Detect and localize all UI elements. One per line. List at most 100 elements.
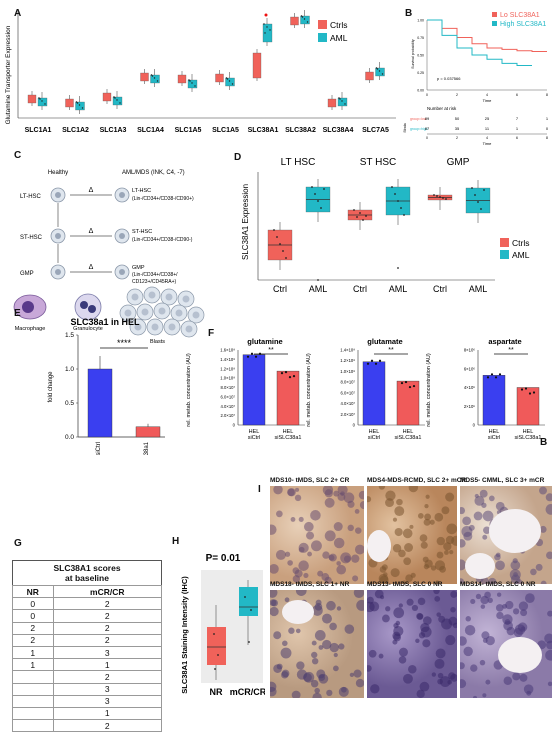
panel-a-gene-label: SLC1A4 [137,127,164,134]
panel-d-box-aml [465,180,491,223]
panel-d-ylabel: SLC38A1 Expression [241,184,250,260]
panel-c-blast-nucleus [192,311,200,319]
panel-i-cell-texture [367,590,457,698]
panel-e-category: siCtrl [96,442,102,455]
panel-g-header-cr: mCR/CR [52,584,163,599]
panel-e-ytick: 0.5 [65,400,74,407]
panel-e-title: SLC38a1 in HEL [70,317,140,327]
panel-b-xtick: 4 [486,93,488,97]
panel-b-yticks: 1.00 0.75 0.50 0.25 0.00 [417,19,424,93]
panel-g-row: 1 [12,706,163,721]
panel-c-blast-nucleus [141,308,149,316]
panel-f-dot [408,385,412,389]
panel-h-bg [201,570,263,683]
panel-i-caption: MDS14- tMDS, SLC 0 NR [460,581,536,588]
panel-f-title: glutamine [247,337,282,346]
panel-i-cell-texture [270,486,364,584]
panel-f-cat: siCtrl [248,435,261,441]
panel-f-cat: siSLC38a1 [275,435,302,441]
panel-a-gene-label: SLC38A2 [285,127,316,134]
panel-f-charts: glutamine rel. metab. concentration (AU) 1… [186,337,545,441]
panel-f-cat: HEL [523,429,534,435]
panel-b-lo-curve [427,19,547,52]
panel-b-risk-table: 89 50 25 7 187 35 11 1 00 2 4 6 8 [425,116,549,140]
panel-b-risk-value: 11 [485,126,490,131]
panel-b-risk-xtick: 4 [486,136,488,140]
panel-a-legend-ctrl-swatch [318,20,327,29]
panel-d-boxes [267,179,491,281]
panel-i-caption: MDS4-MDS-RCMD, SLC 2+ mCR [367,477,467,484]
panel-b-risk-value: 35 [455,126,460,131]
panel-c-blast-nucleus [158,307,166,315]
panel-b-ytick: 0.00 [417,89,424,93]
panel-i-ihc-image [270,486,364,584]
panel-a-box-aml [337,92,348,110]
panel-f-dot [532,391,536,394]
panel-a-box-aml [75,96,85,114]
panel-a-chart: Glutamine Transporter Expression SLC1A1 S… [5,10,396,134]
panel-f-dot [284,370,288,374]
panel-h-box-nr [207,605,226,680]
panel-i-cell-texture [367,486,457,584]
panel-f-stars: ** [388,347,394,354]
panel-f-cat: siSLC38a1 [515,435,542,441]
panel-g-cell: 3 [52,694,163,708]
panel-e-bar [87,368,113,438]
panel-e-bars: siCtrl siSLC38a1 [87,356,161,455]
panel-b-legend-lo: Lo SLC38A1 [500,12,540,19]
panel-c-lower: Macrophage Granulocyte Blasts [13,286,205,345]
panel-f-ytick: 2.0×10⁷ [341,412,356,417]
panel-f-cat: siSLC38a1 [395,435,422,441]
panel-i-cell-texture [270,590,364,698]
panel-c-gmp-r2: (Lin-/CD34+/CD38+/ [132,272,178,278]
panel-c-st-hsc-r: ST-HSC [132,229,152,235]
panel-f-ytick: 4.0×10⁷ [221,404,236,409]
panel-label-d: D [234,152,242,163]
panel-g-title-line1: SLC38A1 scores [53,563,121,573]
panel-b-xtick: 2 [456,93,458,97]
panel-f-cat: HEL [489,429,500,435]
panel-g-cell [12,694,54,708]
panel-c-aml-lt-cell [114,187,130,203]
panel-c-delta-1: Δ [89,187,94,194]
panel-f-dot [370,359,374,362]
panel-b-risk-value: 87 [425,126,430,131]
panel-i-caption: MDS10- tMDS, SLC 2+ CR [270,477,350,484]
panel-f-dot [494,376,498,379]
panel-d-xlabel: Ctrl [353,284,367,294]
panel-b-legend-high-swatch [492,21,497,26]
panel-c-blast-nucleus [124,309,132,317]
panel-h-pvalue: P= 0.01 [206,553,241,564]
panel-g-row: 3 [12,694,163,708]
panel-f-ytick: 8.0×10⁷ [221,385,236,390]
panel-f-ytick: 6×10⁶ [464,366,475,371]
panel-g-cell [12,670,54,684]
panel-f-ytick: 0 [353,423,356,428]
panel-c-blast-nucleus [185,325,193,333]
panel-d-xlabel: Ctrl [433,284,447,294]
panel-a-box-ctrl [27,91,37,106]
panel-f-bar [516,387,540,426]
panel-a-gene-label: SLC38A1 [248,127,279,134]
panel-b-xlabel: Time [483,98,493,103]
panel-g-cell: 2 [12,633,54,647]
panel-a-box-ctrl [177,71,187,86]
panel-g-cell: 0 [12,597,54,611]
panel-b-risk-xlabel: Time [483,141,493,146]
panel-f-stars: ** [508,347,514,354]
panel-a-box-ctrl [290,13,299,28]
panel-i-ihc-image [367,486,457,584]
panel-label-b-2: B [540,437,548,448]
panel-d-outlier [397,267,399,269]
panel-f-ytick: 8×10⁶ [464,348,475,353]
panel-f-dot [528,392,532,395]
panel-b-risk-ylabel: Strata [403,123,407,132]
panel-c-blast-nucleus [131,293,139,301]
panel-b-pvalue: p = 0.037566 [437,76,461,81]
panel-label-g: G [14,538,22,549]
panel-f-title: glutamate [367,337,402,346]
panel-f-ytick: 4×10⁶ [464,385,475,390]
